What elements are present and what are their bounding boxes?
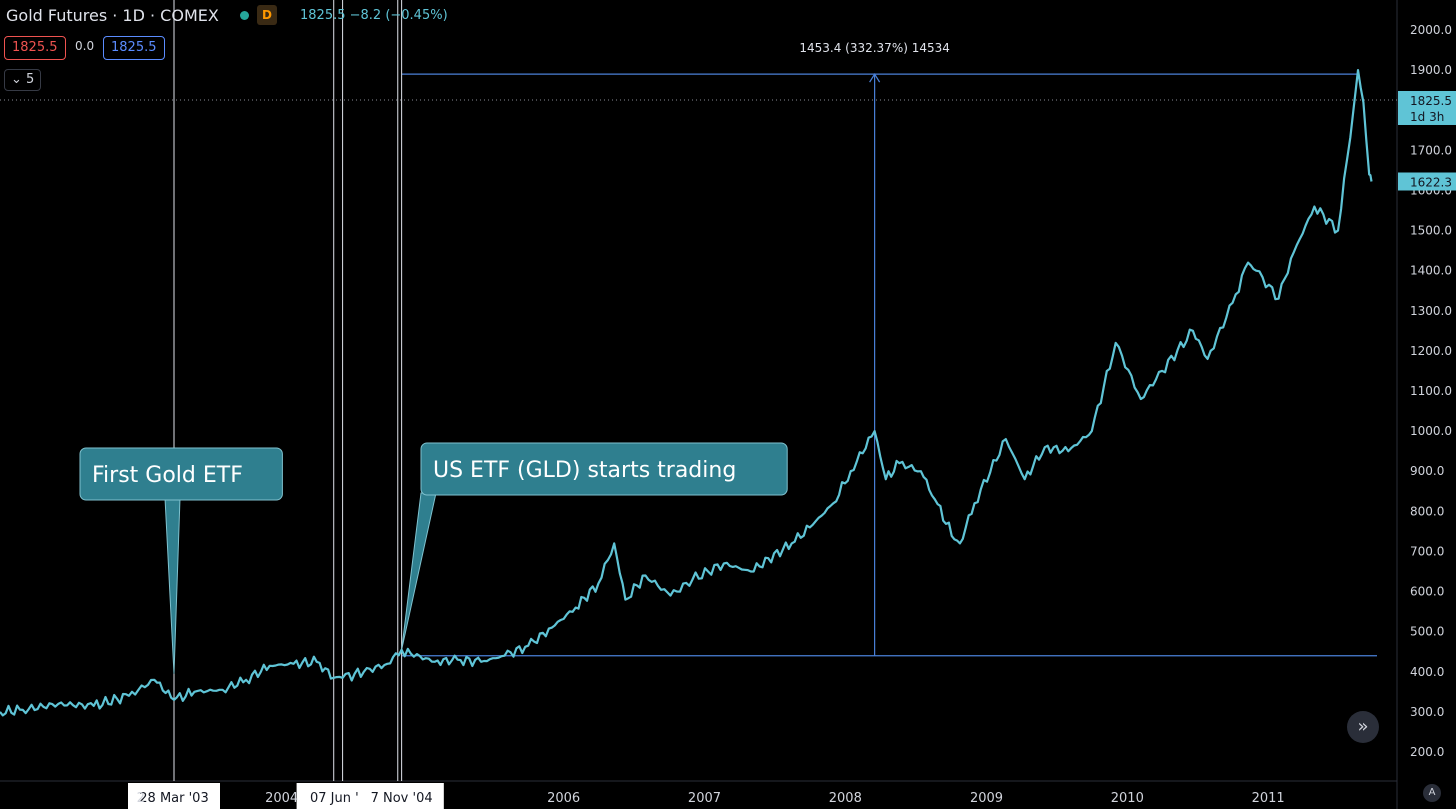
auto-scale-button[interactable]: A: [1423, 784, 1441, 802]
callout[interactable]: US ETF (GLD) starts trading: [401, 442, 788, 650]
date-label: 7 Nov '04: [371, 791, 433, 806]
current-price-text: 1825.5: [1410, 94, 1452, 108]
x-tick-label: 2006: [547, 791, 580, 806]
y-tick-label: 700.0: [1410, 544, 1444, 558]
y-tick-label: 400.0: [1410, 665, 1444, 679]
y-tick-label: 1900.0: [1410, 63, 1452, 77]
x-tick-label: 2008: [829, 791, 862, 806]
y-tick-label: 1200.0: [1410, 344, 1452, 358]
y-tick-label: 900.0: [1410, 464, 1444, 478]
delayed-data-badge[interactable]: D: [257, 5, 277, 25]
y-tick-label: 800.0: [1410, 504, 1444, 518]
last-price-text: 1622.3: [1410, 175, 1452, 189]
date-label: 07 Jun '04: [310, 791, 375, 806]
buy-price-button[interactable]: 1825.5: [103, 36, 165, 60]
x-tick-label: 2004: [265, 791, 298, 806]
callout-label: US ETF (GLD) starts trading: [433, 458, 736, 483]
y-tick-label: 300.0: [1410, 705, 1444, 719]
y-tick-label: 200.0: [1410, 745, 1444, 759]
bar-countdown-text: 1d 3h: [1410, 110, 1444, 124]
auto-scale-label: A: [1428, 787, 1436, 798]
price-series-line[interactable]: [0, 69, 1373, 717]
callout-pointer: [164, 497, 181, 674]
date-label: 28 Mar '03: [139, 791, 208, 806]
y-tick-label: 1300.0: [1410, 304, 1452, 318]
chevron-down-icon: ⌄: [11, 72, 22, 87]
date-label-box: [359, 783, 444, 809]
symbol-header: Gold Futures · 1D · COMEX D 1825.5 −8.2 …: [0, 0, 1390, 32]
market-status-icon: [240, 11, 249, 20]
measure-label: 1453.4 (332.37%) 14534: [799, 41, 950, 55]
y-tick-label: 2000.0: [1410, 23, 1452, 37]
indicator-collapse-button[interactable]: ⌄ 5: [4, 69, 42, 91]
y-tick-label: 1100.0: [1410, 384, 1452, 398]
spread-value: 0.0: [75, 39, 95, 53]
sell-price-button[interactable]: 1825.5: [4, 36, 66, 60]
y-tick-label: 1500.0: [1410, 224, 1452, 238]
last-price-change: 1825.5 −8.2 (−0.45%): [300, 8, 448, 23]
scroll-to-realtime-button[interactable]: »: [1347, 711, 1379, 743]
arrow-up-icon: [869, 72, 881, 83]
callout-box: [420, 442, 788, 496]
callout-box: [79, 447, 283, 501]
y-tick-label: 1700.0: [1410, 143, 1452, 157]
indicator-count: 5: [26, 72, 35, 87]
y-tick-label: 1000.0: [1410, 424, 1452, 438]
x-tick-label: 2009: [970, 791, 1003, 806]
symbol-title[interactable]: Gold Futures · 1D · COMEX: [6, 6, 219, 25]
x-tick-label: 2007: [688, 791, 721, 806]
x-tick-label: 2010: [1111, 791, 1144, 806]
callout[interactable]: First Gold ETF: [79, 447, 283, 674]
last-price-tag: [1398, 172, 1456, 191]
y-tick-label: 1400.0: [1410, 264, 1452, 278]
x-tick-label: 2011: [1252, 791, 1285, 806]
y-tick-label: 600.0: [1410, 585, 1444, 599]
date-label-box: [127, 783, 220, 809]
callout-label: First Gold ETF: [92, 463, 243, 488]
double-chevron-right-icon: »: [1357, 716, 1369, 737]
current-price-tag: [1398, 90, 1456, 125]
x-tick-label: 2: [137, 791, 145, 806]
callout-pointer: [401, 492, 437, 650]
y-tick-label: 500.0: [1410, 625, 1444, 639]
